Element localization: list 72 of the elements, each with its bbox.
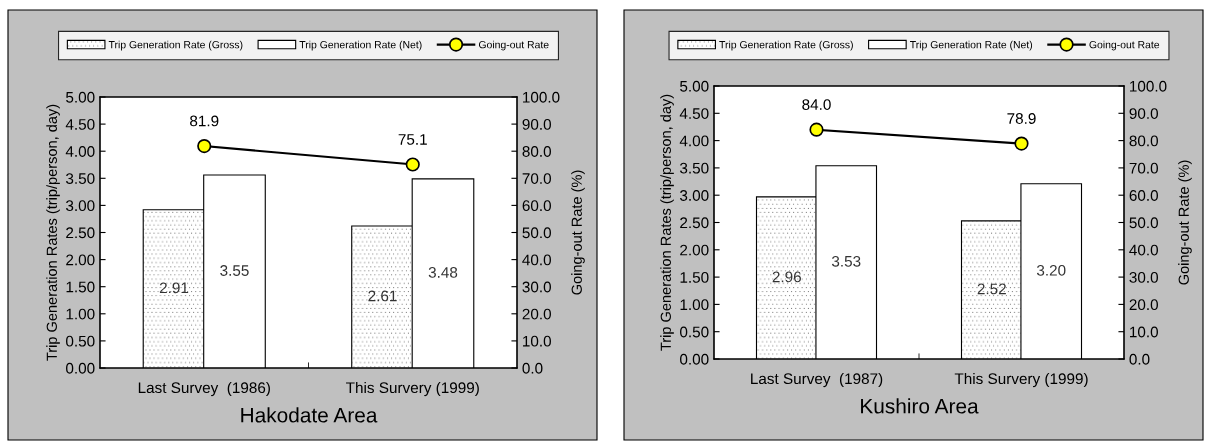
y-tick-label: 0.00 — [680, 353, 709, 365]
y2-tick-label: 10.0 — [523, 335, 551, 347]
y-axis-title: Trip Generation Rates (trip/person, day) — [46, 104, 60, 361]
x-tick-label: Last Survey (1986) — [138, 381, 270, 397]
y2-tick-label: 70.0 — [522, 173, 551, 184]
y2-tick-label: 40.0 — [1129, 244, 1158, 256]
x-axis-title: Hakodate Area — [241, 407, 378, 423]
x-axis-title: Kushiro Area — [861, 398, 979, 414]
data-label: 78.9 — [1007, 113, 1036, 124]
data-label: 3.55 — [220, 265, 249, 276]
y2-axis-title: Going-out Rate (%) — [571, 170, 585, 295]
y2-tick-label: 20.0 — [1129, 299, 1158, 311]
y2-tick-label: 100.0 — [1130, 80, 1167, 92]
y-tick-label: 2.50 — [66, 227, 95, 239]
y-tick-label: 0.00 — [66, 362, 95, 374]
data-label: 2.91 — [159, 282, 189, 294]
y-tick-label: 5.00 — [66, 91, 95, 103]
x-tick-label: Last Survey (1987) — [751, 372, 883, 388]
y2-tick-label: 80.0 — [1129, 135, 1158, 147]
y2-tick-label: 30.0 — [522, 281, 551, 293]
y-tick-label: 3.50 — [65, 173, 95, 184]
y2-tick-label: 30.0 — [1129, 271, 1158, 283]
y-tick-label: 0.50 — [66, 335, 95, 347]
legend-label: Trip Generation Rate (Net) — [299, 40, 422, 51]
y2-tick-label: 50.0 — [1129, 217, 1158, 229]
y2-tick-label: 60.0 — [522, 200, 551, 212]
data-label: 2.52 — [977, 283, 1006, 295]
y2-tick-label: 0.0 — [1129, 353, 1150, 365]
data-label: 3.20 — [1036, 264, 1066, 276]
y2-tick-label: 80.0 — [522, 146, 551, 157]
y-tick-label: 4.50 — [65, 118, 95, 130]
data-label: 75.1 — [398, 134, 427, 145]
legend-label: Trip Generation Rate (Gross) — [719, 40, 853, 51]
y2-tick-label: 60.0 — [1129, 190, 1158, 201]
y2-tick-label: 100.0 — [523, 91, 560, 103]
y-tick-label: 5.00 — [680, 80, 709, 92]
y-tick-label: 3.00 — [65, 200, 95, 212]
y-tick-label: 1.00 — [680, 299, 709, 311]
legend-label: Trip Generation Rate (Gross) — [108, 40, 243, 51]
data-label: 84.0 — [802, 99, 831, 110]
y2-tick-label: 0.0 — [522, 362, 543, 374]
y2-tick-label: 40.0 — [522, 254, 551, 266]
y2-tick-label: 90.0 — [1129, 108, 1158, 119]
legend-label: Going-out Rate — [1089, 40, 1160, 51]
y2-axis-title: Going-out Rate (%) — [1178, 160, 1192, 285]
y-tick-label: 3.00 — [679, 190, 709, 201]
y2-tick-label: 50.0 — [522, 227, 551, 239]
x-tick-label: This Survery (1999) — [346, 381, 479, 397]
y-tick-label: 2.50 — [680, 217, 709, 229]
y-tick-label: 4.50 — [679, 108, 709, 119]
y2-tick-label: 70.0 — [1129, 162, 1158, 174]
y2-tick-label: 90.0 — [522, 118, 551, 130]
data-label: 3.53 — [831, 255, 861, 267]
y-tick-label: 1.00 — [66, 308, 95, 320]
data-label: 81.9 — [190, 115, 219, 127]
y-axis-title: Trip Generation Rates (trip/person, day) — [660, 94, 674, 351]
data-label: 2.96 — [772, 271, 801, 283]
legend-label: Trip Generation Rate (Net) — [910, 40, 1033, 51]
y-tick-label: 2.00 — [680, 244, 709, 256]
y2-tick-label: 20.0 — [522, 308, 551, 320]
data-label: 3.48 — [428, 266, 458, 278]
y-tick-label: 4.00 — [65, 146, 95, 157]
y-tick-label: 4.00 — [679, 135, 709, 147]
data-label: 2.61 — [368, 290, 397, 302]
y-tick-label: 3.50 — [679, 162, 709, 174]
x-tick-label: This Survery (1999) — [954, 372, 1088, 388]
y-tick-label: 1.50 — [680, 271, 709, 283]
legend-label: Going-out Rate — [478, 40, 549, 51]
y-tick-label: 2.00 — [66, 254, 95, 266]
y-tick-label: 0.50 — [680, 326, 709, 338]
y-tick-label: 1.50 — [66, 281, 95, 293]
y2-tick-label: 10.0 — [1130, 326, 1158, 338]
